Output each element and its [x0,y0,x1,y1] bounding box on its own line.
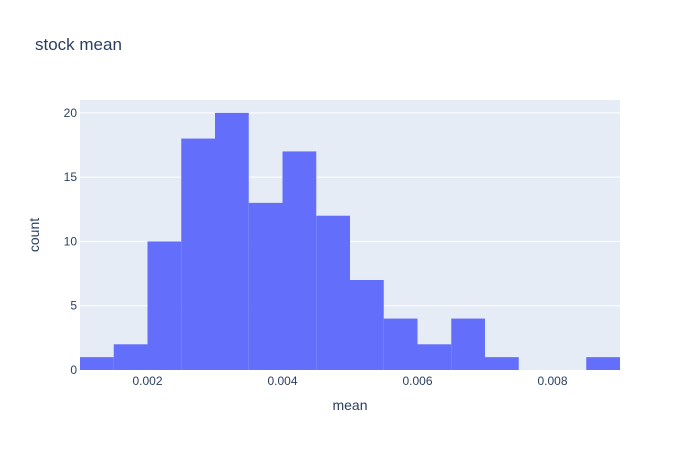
histogram-bar [80,357,114,370]
histogram-bar [316,215,350,370]
histogram-bar [350,280,384,370]
y-axis-title: count [26,218,42,252]
x-axis-title: mean [332,397,367,413]
y-tick-label: 0 [70,363,77,377]
x-tick-label: 0.002 [132,374,162,388]
x-tick-label: 0.006 [402,374,432,388]
histogram-bar [147,241,182,370]
histogram-bar [215,112,249,370]
histogram-bar [181,138,215,370]
histogram-bar [383,318,418,370]
y-tick-label: 20 [64,106,78,120]
histogram-bar [586,357,620,370]
histogram-bar [248,202,283,370]
bars [80,112,620,370]
x-tick-label: 0.008 [537,374,567,388]
x-tick-label: 0.004 [267,374,297,388]
y-tick-label: 10 [64,234,78,248]
histogram-bar [451,318,485,370]
histogram-bar [282,151,317,370]
y-tick-label: 15 [64,170,78,184]
histogram-bar [113,344,148,370]
y-axis-ticks: 0 5 10 15 20 [64,106,78,377]
histogram-bar [485,357,519,370]
histogram-bar [417,344,452,370]
chart-title: stock mean [35,35,122,54]
x-axis-ticks: 0.002 0.004 0.006 0.008 [132,374,567,388]
y-tick-label: 5 [70,299,77,313]
